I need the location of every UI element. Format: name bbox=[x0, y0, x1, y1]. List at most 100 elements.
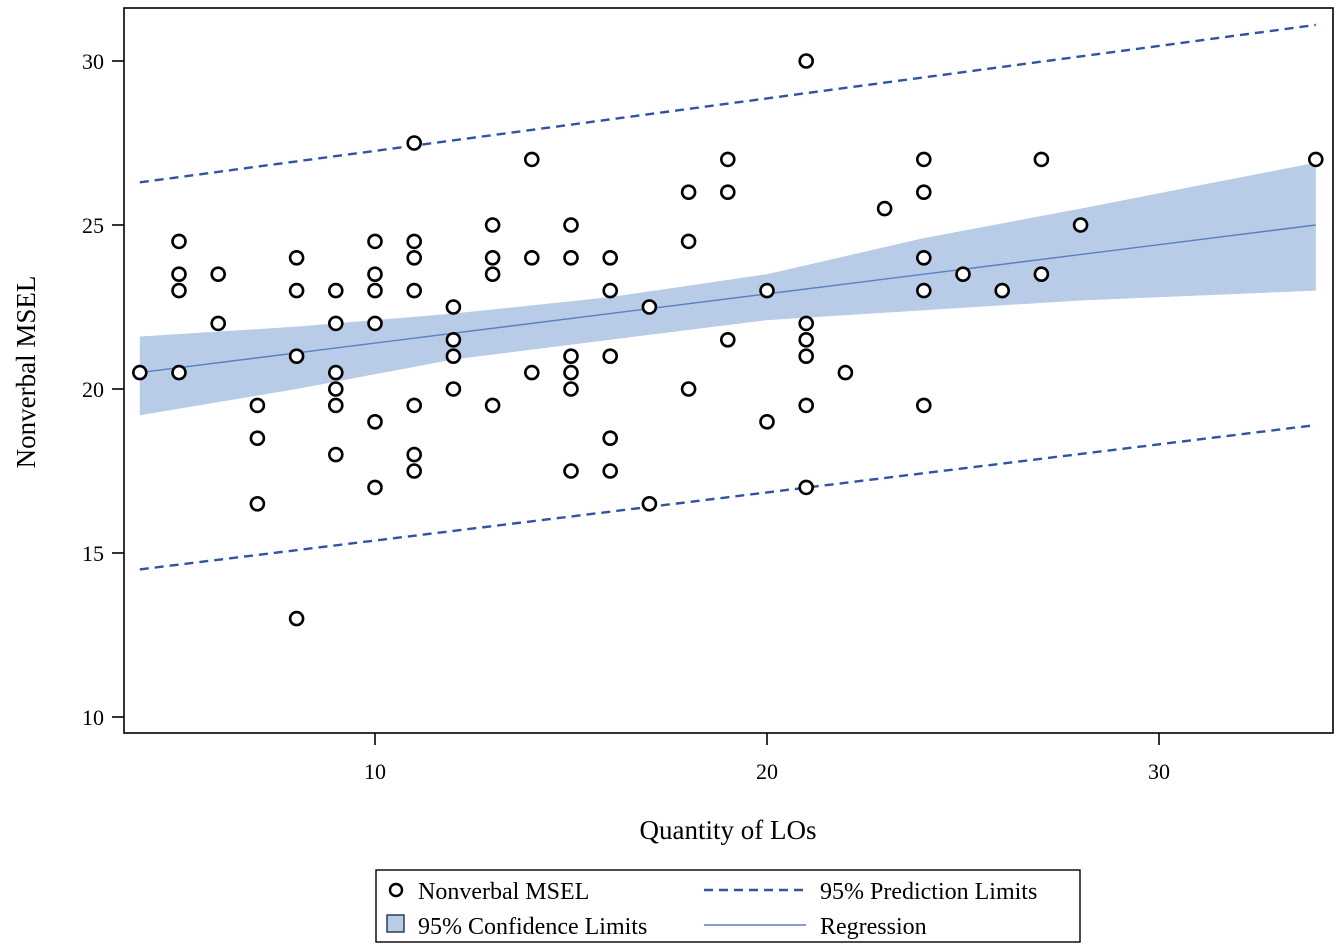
data-point bbox=[406, 282, 423, 299]
data-point bbox=[288, 282, 305, 299]
data-point bbox=[563, 381, 579, 397]
data-point bbox=[406, 397, 423, 414]
data-point bbox=[484, 397, 501, 414]
x-tick-label: 30 bbox=[1148, 759, 1170, 784]
data-point bbox=[288, 610, 305, 627]
legend-label-prediction: 95% Prediction Limits bbox=[820, 879, 1037, 905]
legend-marker-points bbox=[388, 882, 404, 898]
data-point bbox=[249, 430, 266, 447]
y-tick-label: 10 bbox=[82, 705, 104, 730]
data-point bbox=[171, 266, 187, 283]
prediction-limit-lower bbox=[139, 423, 1316, 571]
data-point bbox=[719, 184, 736, 200]
y-tick-label: 20 bbox=[82, 377, 104, 402]
y-tick-label: 25 bbox=[82, 213, 104, 238]
data-point bbox=[367, 233, 383, 250]
data-point bbox=[406, 135, 423, 151]
data-point bbox=[288, 249, 305, 266]
data-point bbox=[759, 282, 775, 299]
data-point bbox=[602, 430, 619, 447]
data-point bbox=[798, 397, 815, 414]
y-tick-label: 15 bbox=[82, 541, 104, 566]
x-tick-label: 20 bbox=[756, 759, 778, 784]
data-point bbox=[798, 348, 815, 365]
data-point bbox=[445, 299, 462, 315]
plot-frame bbox=[123, 7, 1334, 734]
data-point bbox=[563, 249, 579, 266]
data-point bbox=[798, 331, 815, 348]
data-point bbox=[445, 381, 462, 397]
data-point bbox=[406, 249, 423, 266]
data-point bbox=[915, 397, 932, 414]
x-tick-label: 10 bbox=[364, 759, 386, 784]
data-point bbox=[602, 249, 619, 266]
data-point bbox=[327, 315, 344, 332]
data-point bbox=[132, 364, 148, 381]
data-point bbox=[327, 397, 344, 414]
data-point bbox=[406, 463, 423, 479]
data-point bbox=[915, 184, 932, 200]
legend-marker-confidence bbox=[386, 914, 405, 933]
data-point bbox=[837, 364, 854, 381]
data-point bbox=[171, 282, 187, 299]
data-point bbox=[602, 348, 619, 365]
data-point bbox=[680, 381, 697, 397]
legend: Nonverbal MSEL 95% Prediction Limits 95% C… bbox=[375, 869, 1081, 943]
legend-frame bbox=[375, 869, 1081, 943]
data-point bbox=[210, 315, 226, 332]
prediction-limit-upper bbox=[139, 23, 1316, 184]
data-point bbox=[994, 282, 1011, 299]
data-point bbox=[367, 266, 383, 283]
plot-area bbox=[132, 23, 1324, 627]
legend-label-regression: Regression bbox=[820, 914, 927, 940]
data-point bbox=[1072, 217, 1089, 233]
data-point bbox=[680, 233, 697, 250]
data-point bbox=[523, 151, 540, 168]
data-point bbox=[719, 331, 736, 348]
data-point bbox=[955, 266, 971, 283]
data-point bbox=[210, 266, 226, 283]
data-point bbox=[288, 348, 305, 365]
confidence-band bbox=[139, 162, 1316, 416]
data-point bbox=[759, 413, 775, 430]
data-point bbox=[915, 249, 932, 266]
data-point bbox=[249, 495, 266, 512]
data-point bbox=[798, 315, 815, 332]
data-point bbox=[641, 495, 658, 512]
data-point bbox=[798, 479, 815, 496]
data-point bbox=[327, 364, 344, 381]
data-point bbox=[563, 463, 579, 479]
data-point bbox=[249, 397, 266, 414]
data-point bbox=[484, 217, 501, 233]
data-point bbox=[406, 446, 423, 463]
data-point bbox=[798, 53, 815, 69]
data-point bbox=[445, 348, 462, 365]
data-point bbox=[680, 184, 697, 200]
regression-line bbox=[139, 224, 1316, 374]
data-point bbox=[641, 299, 658, 315]
legend-label-points: Nonverbal MSEL bbox=[418, 879, 589, 905]
data-point bbox=[484, 266, 501, 283]
data-point bbox=[563, 348, 579, 365]
x-axis-title: Quantity of LOs bbox=[640, 815, 817, 845]
data-point bbox=[523, 249, 540, 266]
data-point bbox=[1308, 151, 1324, 168]
data-point bbox=[445, 331, 462, 348]
data-point bbox=[1033, 151, 1050, 168]
data-point bbox=[915, 151, 932, 168]
data-point bbox=[327, 446, 344, 463]
data-point bbox=[367, 282, 383, 299]
data-point bbox=[1033, 266, 1050, 283]
legend-label-confidence: 95% Confidence Limits bbox=[418, 914, 647, 940]
data-point bbox=[171, 364, 187, 381]
data-point bbox=[171, 233, 187, 250]
data-point bbox=[602, 463, 619, 479]
y-tick-label: 30 bbox=[82, 49, 104, 74]
data-point bbox=[367, 413, 383, 430]
data-point bbox=[915, 282, 932, 299]
data-point bbox=[563, 217, 579, 233]
y-axis-title: Nonverbal MSEL bbox=[11, 276, 41, 469]
axes: 10 20 30 10 15 20 25 30 bbox=[82, 7, 1334, 784]
data-point bbox=[876, 200, 893, 217]
